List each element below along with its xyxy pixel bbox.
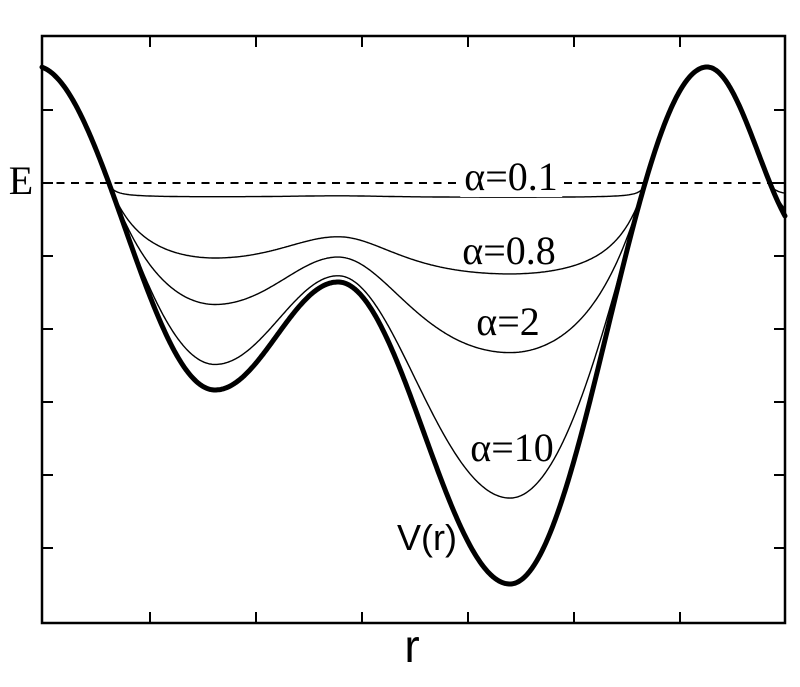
- curve-alpha-0.8: [109, 185, 786, 275]
- tick-marks: [42, 36, 785, 623]
- label-alpha-2: α=2: [476, 299, 540, 344]
- label-alpha-0.1: α=0.1: [460, 157, 562, 197]
- label-alpha-0.8: α=0.8: [462, 228, 556, 273]
- label-x-axis-r: r: [404, 620, 420, 672]
- curve-v-of-r: [39, 64, 788, 587]
- label-alpha-10: α=10: [470, 425, 554, 470]
- label-v-of-r: V(r): [397, 517, 457, 558]
- label-energy-e: E: [8, 158, 34, 203]
- curve-alpha-0.1: [109, 184, 786, 198]
- curve-alpha-10: [109, 185, 786, 499]
